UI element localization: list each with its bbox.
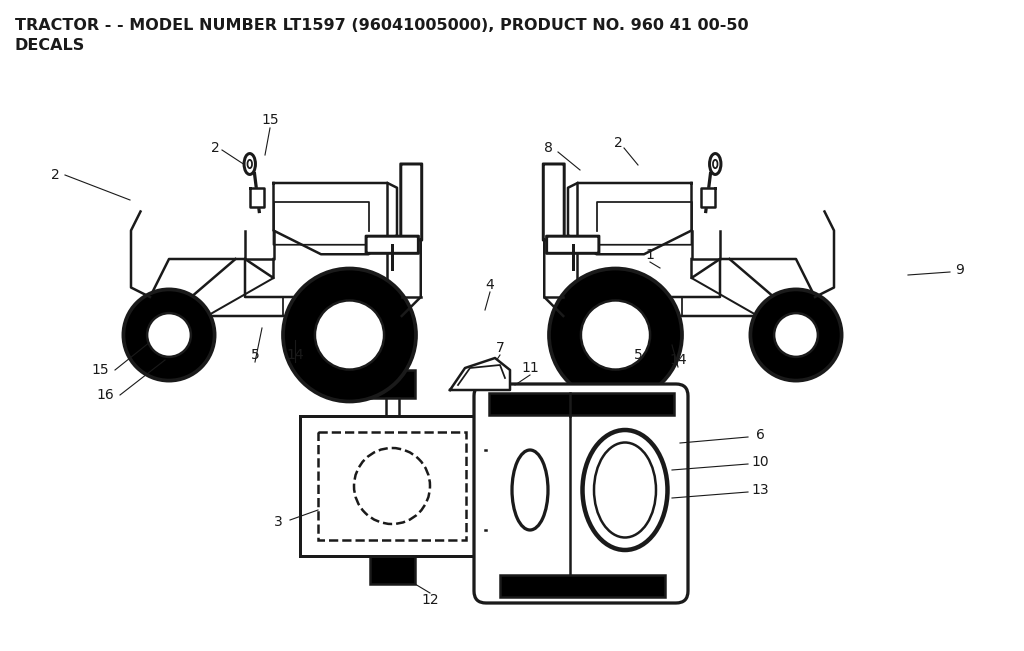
FancyBboxPatch shape (367, 236, 419, 253)
Text: 15: 15 (91, 363, 109, 377)
Polygon shape (250, 187, 264, 207)
Text: 10: 10 (752, 455, 769, 469)
Text: 5: 5 (251, 348, 259, 362)
Bar (370, 556, 415, 584)
Ellipse shape (244, 154, 255, 174)
Text: 16: 16 (96, 388, 114, 402)
Polygon shape (701, 187, 715, 207)
Circle shape (315, 300, 384, 370)
Bar (318, 432, 466, 540)
Text: 2: 2 (50, 168, 59, 182)
Ellipse shape (512, 450, 548, 530)
Circle shape (283, 268, 416, 402)
Bar (489, 393, 674, 415)
Text: 6: 6 (756, 428, 765, 442)
Text: 3: 3 (273, 515, 283, 529)
Text: 12: 12 (421, 593, 439, 607)
FancyBboxPatch shape (547, 236, 599, 253)
Text: 5: 5 (634, 348, 642, 362)
Text: 14: 14 (286, 348, 304, 362)
Text: 15: 15 (261, 113, 279, 127)
Circle shape (751, 290, 842, 381)
Circle shape (549, 268, 682, 402)
Bar (500, 575, 665, 597)
Circle shape (581, 300, 650, 370)
Text: 2: 2 (211, 141, 219, 155)
FancyBboxPatch shape (400, 164, 422, 240)
Ellipse shape (583, 430, 668, 550)
Circle shape (147, 313, 190, 357)
Bar (370, 370, 415, 398)
FancyBboxPatch shape (544, 164, 564, 240)
Text: 1: 1 (645, 248, 654, 262)
Circle shape (774, 313, 818, 357)
Circle shape (124, 290, 215, 381)
Bar (300, 416, 485, 556)
Text: 4: 4 (485, 278, 495, 292)
Text: 2: 2 (613, 136, 623, 150)
Text: 9: 9 (955, 263, 965, 277)
Text: 8: 8 (544, 141, 552, 155)
Text: DECALS: DECALS (15, 38, 85, 53)
Text: 13: 13 (752, 483, 769, 497)
Text: 7: 7 (496, 341, 505, 355)
Bar (386, 544, 399, 556)
Ellipse shape (594, 443, 656, 538)
Polygon shape (450, 358, 510, 390)
Text: TRACTOR - - MODEL NUMBER LT1597 (96041005000), PRODUCT NO. 960 41 00-50: TRACTOR - - MODEL NUMBER LT1597 (9604100… (15, 18, 749, 33)
Bar (386, 398, 399, 416)
Text: 14: 14 (670, 353, 687, 367)
Ellipse shape (710, 154, 721, 174)
Text: 11: 11 (521, 361, 539, 375)
Ellipse shape (248, 159, 252, 168)
Ellipse shape (713, 159, 718, 168)
FancyBboxPatch shape (474, 384, 688, 603)
